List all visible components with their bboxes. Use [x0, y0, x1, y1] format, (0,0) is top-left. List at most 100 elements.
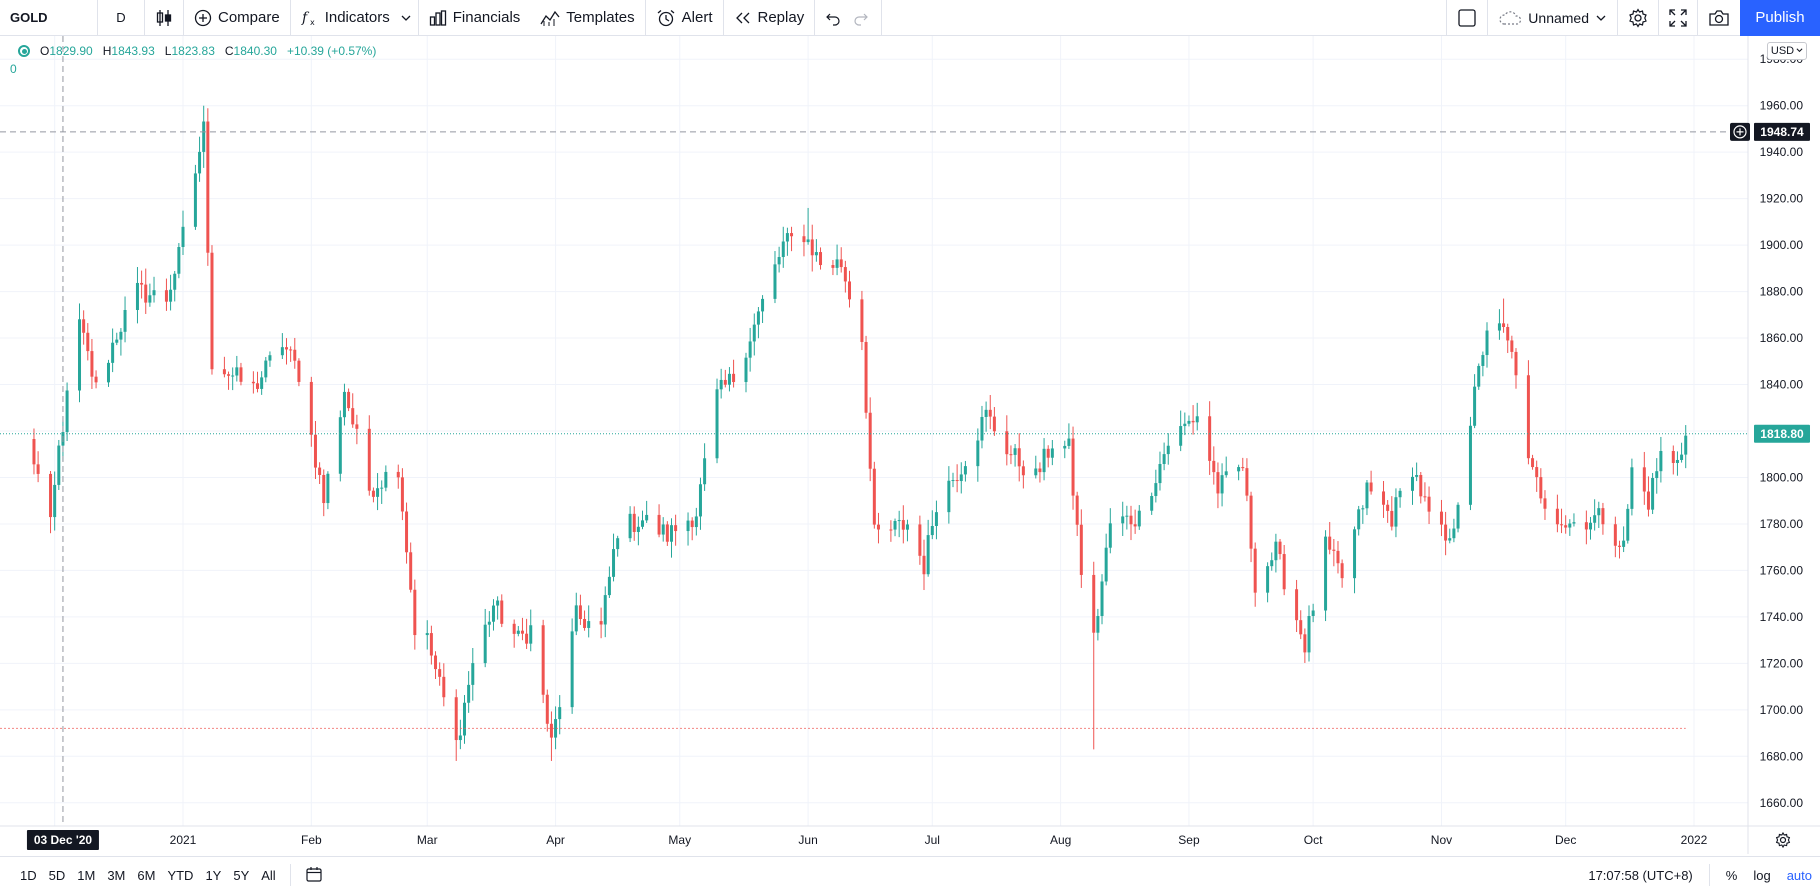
candle-body[interactable] — [1382, 491, 1386, 505]
candle-body[interactable] — [313, 434, 317, 468]
candle-body[interactable] — [1166, 445, 1170, 455]
candle-body[interactable] — [723, 379, 727, 385]
candle-body[interactable] — [1410, 476, 1414, 491]
candle-body[interactable] — [897, 520, 901, 522]
candle-body[interactable] — [1671, 450, 1675, 463]
candle-body[interactable] — [1249, 495, 1253, 549]
candle-body[interactable] — [963, 466, 967, 475]
templates-button[interactable]: Templates — [530, 0, 646, 36]
candle-body[interactable] — [893, 521, 897, 530]
candle-body[interactable] — [429, 633, 433, 656]
candle-body[interactable] — [1497, 323, 1501, 331]
candle-body[interactable] — [471, 663, 475, 685]
candle-body[interactable] — [1365, 482, 1369, 509]
candle-body[interactable] — [235, 367, 239, 376]
candle-body[interactable] — [1353, 529, 1357, 579]
candle-body[interactable] — [1108, 523, 1112, 548]
candle-body[interactable] — [36, 464, 40, 474]
candle-body[interactable] — [905, 524, 909, 530]
candle-body[interactable] — [984, 409, 988, 417]
candle-body[interactable] — [1067, 438, 1071, 446]
candle-body[interactable] — [1680, 454, 1684, 460]
candle-body[interactable] — [732, 373, 736, 383]
candle-body[interactable] — [1121, 516, 1125, 524]
candle-body[interactable] — [1340, 563, 1344, 579]
candle-body[interactable] — [1104, 547, 1108, 582]
candle-body[interactable] — [1589, 522, 1593, 530]
candle-body[interactable] — [1274, 541, 1278, 561]
candle-body[interactable] — [1427, 496, 1431, 512]
candle-body[interactable] — [1208, 416, 1212, 461]
candle-body[interactable] — [616, 538, 620, 550]
candle-body[interactable] — [1642, 467, 1646, 492]
candle-body[interactable] — [351, 408, 355, 425]
candle-body[interactable] — [876, 524, 880, 530]
candle-body[interactable] — [752, 324, 756, 342]
candle-body[interactable] — [1034, 468, 1038, 476]
candle-body[interactable] — [413, 589, 417, 636]
candle-body[interactable] — [193, 173, 197, 227]
candle-body[interactable] — [487, 621, 491, 625]
candle-body[interactable] — [1675, 459, 1679, 463]
candle-body[interactable] — [1133, 524, 1137, 527]
chart-type-button[interactable] — [145, 0, 184, 36]
candle-body[interactable] — [326, 473, 330, 504]
candle-body[interactable] — [554, 719, 558, 738]
candle-body[interactable] — [814, 252, 818, 256]
candle-body[interactable] — [525, 633, 529, 644]
candle-body[interactable] — [454, 697, 458, 741]
candle-body[interactable] — [918, 524, 922, 556]
candle-body[interactable] — [1295, 589, 1299, 621]
candle-body[interactable] — [1158, 464, 1162, 484]
candle-body[interactable] — [210, 252, 214, 370]
candle-body[interactable] — [1468, 425, 1472, 505]
candle-body[interactable] — [541, 625, 545, 695]
undo-button[interactable] — [815, 0, 847, 36]
candle-body[interactable] — [1394, 497, 1398, 527]
range-all[interactable]: All — [261, 867, 276, 883]
alert-button[interactable]: Alert — [646, 0, 724, 36]
candle-body[interactable] — [516, 630, 520, 634]
candle-body[interactable] — [864, 341, 868, 413]
candle-body[interactable] — [434, 655, 438, 670]
compare-button[interactable]: Compare — [184, 0, 291, 36]
candle-body[interactable] — [202, 121, 206, 152]
candle-body[interactable] — [289, 349, 293, 351]
candle-body[interactable] — [599, 621, 603, 625]
candle-body[interactable] — [690, 520, 694, 528]
candle-body[interactable] — [1622, 540, 1626, 547]
candle-body[interactable] — [1063, 445, 1067, 449]
candle-body[interactable] — [1042, 448, 1046, 473]
candle-body[interactable] — [980, 416, 984, 441]
candle-body[interactable] — [177, 247, 181, 274]
candle-body[interactable] — [1423, 496, 1427, 498]
candle-body[interactable] — [901, 520, 905, 530]
candle-body[interactable] — [1299, 620, 1303, 635]
candle-body[interactable] — [1485, 330, 1489, 356]
candle-body[interactable] — [641, 520, 645, 527]
candle-body[interactable] — [1191, 420, 1195, 423]
candle-body[interactable] — [173, 273, 177, 290]
candle-body[interactable] — [322, 474, 326, 504]
candle-body[interactable] — [78, 319, 82, 391]
candle-body[interactable] — [1361, 508, 1365, 510]
candle-body[interactable] — [922, 555, 926, 575]
candle-body[interactable] — [603, 595, 607, 625]
candle-body[interactable] — [1477, 365, 1481, 387]
layout-menu-button[interactable]: Unnamed — [1488, 0, 1618, 36]
candle-body[interactable] — [1473, 386, 1477, 426]
candle-body[interactable] — [636, 526, 640, 532]
candle-body[interactable] — [491, 605, 495, 622]
candle-body[interactable] — [1481, 355, 1485, 366]
candle-body[interactable] — [1514, 351, 1518, 376]
candle-body[interactable] — [1096, 616, 1100, 633]
percent-toggle[interactable]: % — [1725, 867, 1738, 883]
candle-body[interactable] — [115, 339, 119, 343]
candle-body[interactable] — [777, 257, 781, 265]
candle-body[interactable] — [806, 239, 810, 243]
candle-body[interactable] — [1216, 472, 1220, 494]
indicators-dropdown[interactable] — [400, 0, 419, 36]
candle-body[interactable] — [135, 282, 139, 311]
candle-body[interactable] — [1179, 426, 1183, 446]
